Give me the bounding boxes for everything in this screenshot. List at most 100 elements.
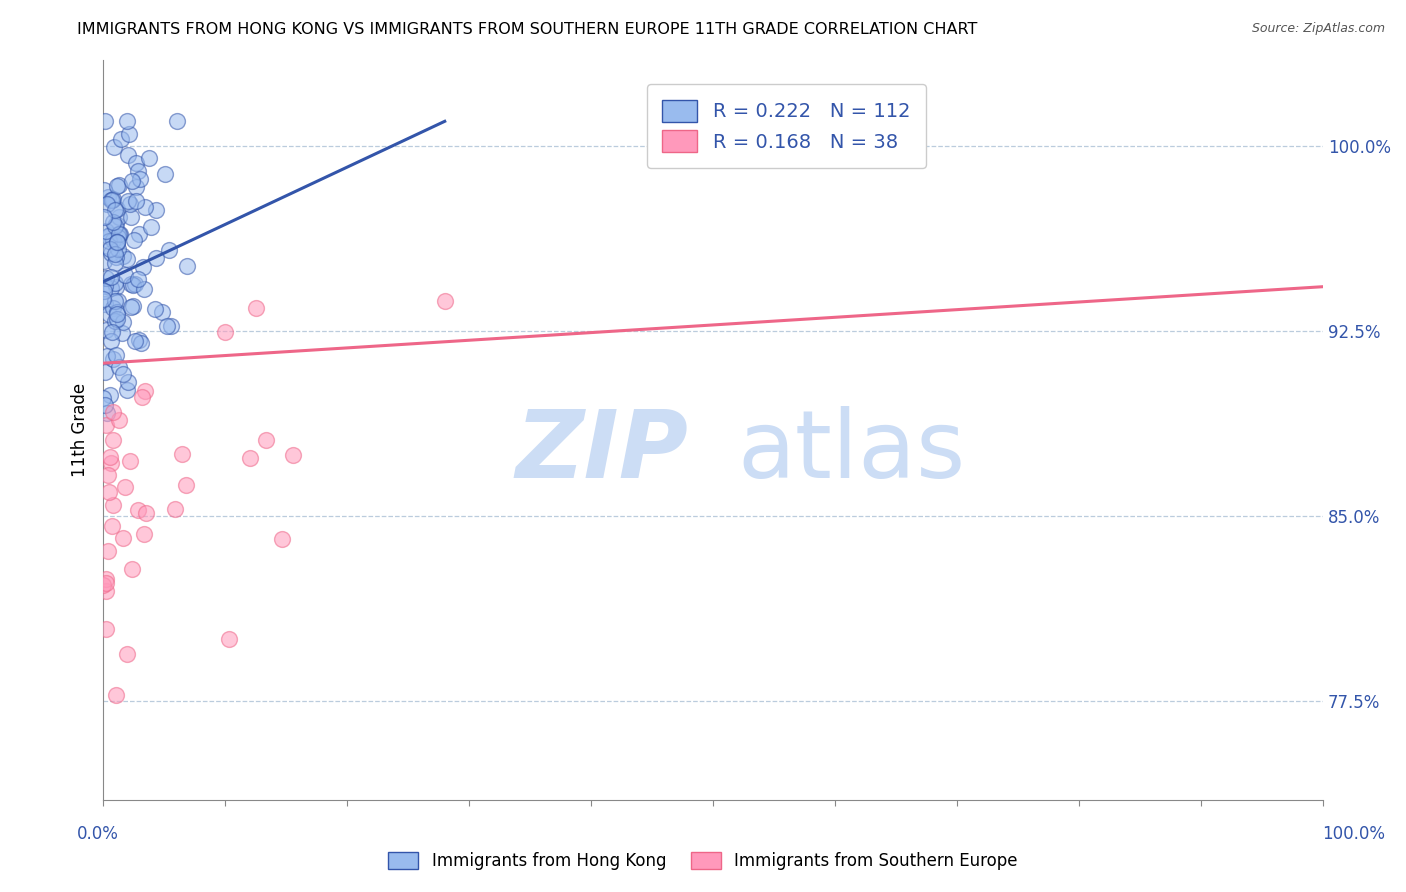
Point: [96, 323, 118, 337]
Point: [108, 227, 131, 241]
Point: [117, 148, 139, 162]
Point: [129, 335, 152, 350]
Point: [98, 485, 121, 500]
Text: atlas: atlas: [738, 406, 966, 498]
Point: [103, 233, 125, 247]
Point: [153, 167, 176, 181]
Point: [138, 151, 160, 165]
Point: [120, 196, 142, 211]
Point: [156, 318, 179, 333]
Point: [174, 478, 197, 492]
Point: [93, 578, 115, 592]
Point: [131, 390, 153, 404]
Point: [93, 284, 115, 298]
Point: [101, 433, 124, 447]
Point: [105, 688, 128, 702]
Point: [107, 242, 129, 256]
Point: [94, 622, 117, 636]
Point: [117, 194, 139, 208]
Point: [107, 230, 129, 244]
Point: [98, 450, 121, 464]
Point: [111, 315, 134, 329]
Point: [433, 293, 456, 308]
Point: [100, 245, 122, 260]
Point: [100, 193, 122, 207]
Point: [115, 383, 138, 397]
Point: [96, 270, 118, 285]
Point: [104, 202, 127, 217]
Point: [100, 325, 122, 339]
Text: ZIP: ZIP: [516, 406, 689, 498]
Point: [105, 312, 128, 326]
Text: 100.0%: 100.0%: [1322, 825, 1385, 843]
Point: [101, 404, 124, 418]
Point: [97, 229, 120, 244]
Point: [132, 527, 155, 541]
Point: [124, 277, 146, 291]
Point: [107, 293, 129, 308]
Point: [121, 562, 143, 576]
Point: [117, 252, 139, 267]
Point: [94, 583, 117, 598]
Point: [91, 292, 114, 306]
Point: [93, 210, 115, 224]
Point: [98, 242, 121, 256]
Point: [100, 281, 122, 295]
Point: [105, 348, 128, 362]
Point: [117, 375, 139, 389]
Point: [122, 299, 145, 313]
Point: [97, 189, 120, 203]
Point: [108, 210, 131, 224]
Point: [172, 447, 194, 461]
Point: [110, 132, 132, 146]
Point: [120, 277, 142, 291]
Point: [94, 575, 117, 590]
Text: Source: ZipAtlas.com: Source: ZipAtlas.com: [1251, 22, 1385, 36]
Point: [270, 532, 292, 546]
Point: [150, 304, 173, 318]
Point: [105, 235, 128, 249]
Point: [127, 503, 149, 517]
Point: [115, 114, 138, 128]
Point: [121, 278, 143, 293]
Point: [120, 210, 142, 224]
Point: [108, 178, 131, 193]
Point: [160, 319, 183, 334]
Point: [112, 249, 135, 263]
Point: [104, 280, 127, 294]
Point: [98, 227, 121, 242]
Point: [101, 498, 124, 512]
Point: [114, 480, 136, 494]
Point: [111, 326, 134, 341]
Text: IMMIGRANTS FROM HONG KONG VS IMMIGRANTS FROM SOUTHERN EUROPE 11TH GRADE CORRELAT: IMMIGRANTS FROM HONG KONG VS IMMIGRANTS …: [77, 22, 977, 37]
Point: [239, 451, 262, 466]
Point: [132, 282, 155, 296]
Point: [101, 301, 124, 316]
Point: [94, 114, 117, 128]
Point: [107, 227, 129, 242]
Point: [101, 215, 124, 229]
Point: [104, 247, 127, 261]
Point: [108, 227, 131, 242]
Point: [93, 183, 115, 197]
Point: [281, 448, 304, 462]
Point: [107, 413, 129, 427]
Y-axis label: 11th Grade: 11th Grade: [72, 383, 89, 477]
Point: [98, 234, 121, 248]
Point: [96, 418, 118, 433]
Point: [104, 219, 127, 233]
Point: [128, 227, 150, 241]
Point: [135, 506, 157, 520]
Point: [100, 334, 122, 349]
Point: [100, 269, 122, 284]
Point: [93, 253, 115, 268]
Point: [101, 351, 124, 366]
Point: [139, 220, 162, 235]
Text: 0.0%: 0.0%: [77, 825, 120, 843]
Point: [105, 217, 128, 231]
Point: [93, 398, 115, 412]
Point: [101, 194, 124, 208]
Point: [117, 647, 139, 661]
Point: [125, 156, 148, 170]
Point: [91, 391, 114, 405]
